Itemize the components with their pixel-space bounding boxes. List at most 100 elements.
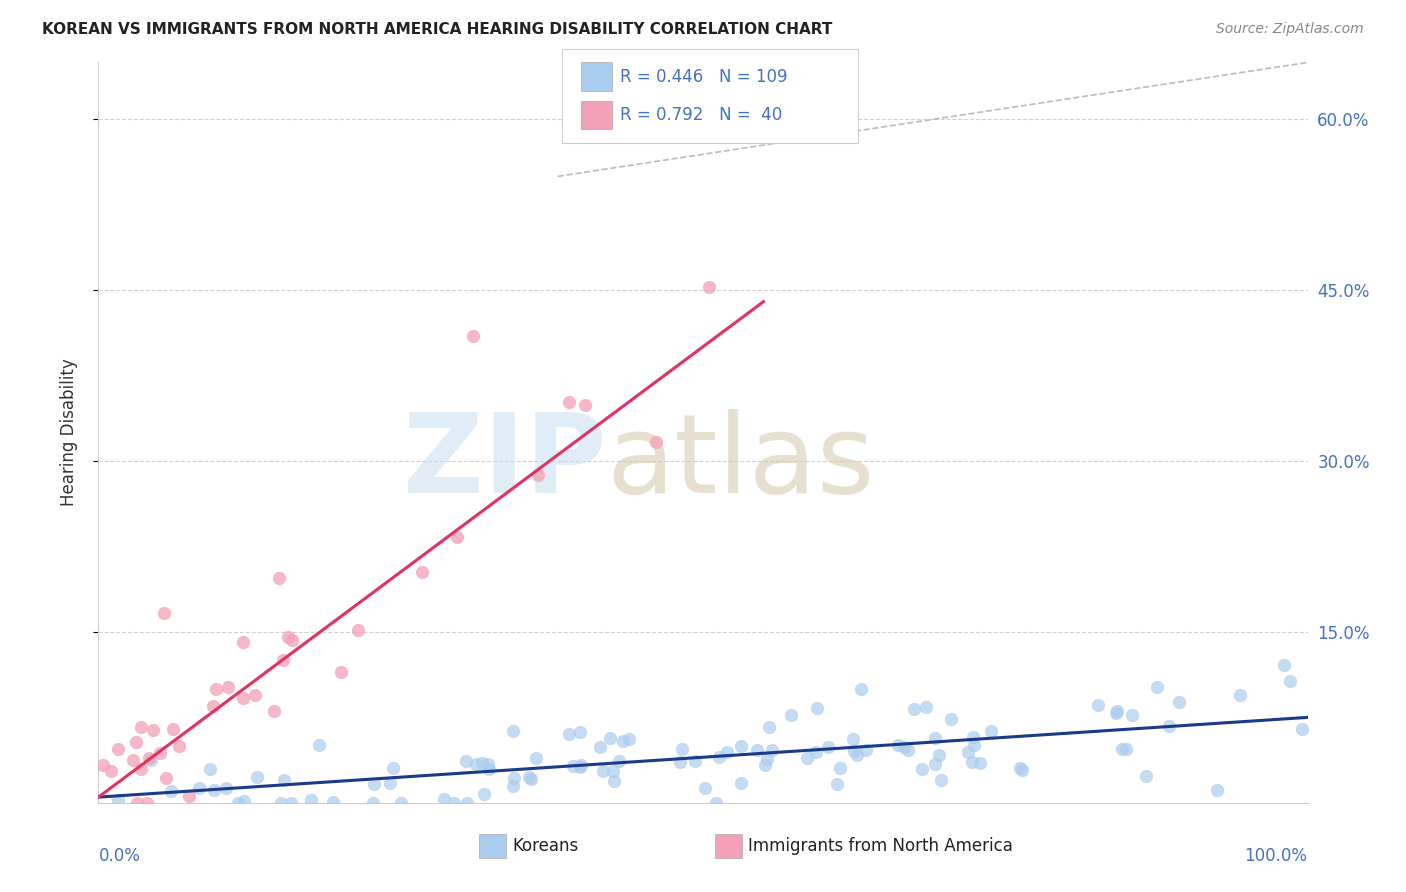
Point: [233, 794, 256, 808]
Bar: [479, 834, 506, 858]
Point: [91, 758, 114, 772]
Point: [716, 745, 738, 759]
Point: [155, 771, 177, 785]
Point: [855, 743, 877, 757]
Point: [125, 735, 148, 749]
Point: [929, 773, 952, 788]
Point: [107, 742, 129, 756]
Point: [179, 789, 201, 803]
Point: [1206, 783, 1229, 797]
Bar: [716, 834, 742, 858]
Point: [159, 784, 181, 798]
Point: [825, 777, 848, 791]
Point: [1167, 695, 1189, 709]
Point: [138, 750, 160, 764]
Point: [465, 757, 488, 772]
Point: [707, 750, 730, 764]
Point: [280, 796, 302, 810]
Point: [669, 755, 692, 769]
Point: [1121, 708, 1143, 723]
Point: [100, 764, 122, 779]
Point: [963, 738, 986, 752]
Point: [463, 328, 485, 343]
Point: [817, 739, 839, 754]
Point: [1010, 761, 1032, 775]
Text: Source: ZipAtlas.com: Source: ZipAtlas.com: [1216, 22, 1364, 37]
Point: [730, 739, 752, 754]
Point: [756, 752, 779, 766]
Point: [1279, 673, 1302, 688]
Point: [202, 783, 225, 797]
Point: [1135, 769, 1157, 783]
Point: [472, 788, 495, 802]
Point: [685, 754, 707, 768]
Point: [378, 776, 401, 790]
Point: [589, 740, 612, 755]
Point: [135, 796, 157, 810]
Point: [574, 398, 596, 412]
Text: ZIP: ZIP: [404, 409, 606, 516]
Point: [980, 724, 1002, 739]
Point: [903, 702, 925, 716]
Point: [939, 712, 962, 726]
Point: [1105, 705, 1128, 719]
Text: KOREAN VS IMMIGRANTS FROM NORTH AMERICA HEARING DISABILITY CORRELATION CHART: KOREAN VS IMMIGRANTS FROM NORTH AMERICA …: [42, 22, 832, 37]
Point: [796, 751, 818, 765]
Point: [569, 757, 592, 772]
Point: [205, 682, 228, 697]
Point: [361, 796, 384, 810]
Point: [1291, 723, 1313, 737]
Point: [232, 691, 254, 706]
Point: [215, 780, 238, 795]
Point: [695, 781, 717, 796]
Point: [149, 746, 172, 760]
Point: [322, 795, 344, 809]
Point: [747, 742, 769, 756]
Text: 100.0%: 100.0%: [1244, 847, 1308, 865]
Point: [957, 745, 980, 759]
Point: [1146, 680, 1168, 694]
Point: [139, 753, 162, 767]
Point: [558, 394, 581, 409]
Point: [107, 793, 129, 807]
Point: [271, 653, 294, 667]
Point: [232, 635, 254, 649]
Point: [524, 750, 547, 764]
Point: [602, 764, 624, 778]
Point: [477, 756, 499, 771]
Point: [267, 571, 290, 585]
Point: [202, 699, 225, 714]
Point: [456, 755, 478, 769]
Point: [644, 435, 666, 450]
Text: 0.0%: 0.0%: [98, 847, 141, 865]
Point: [924, 757, 946, 772]
Point: [382, 761, 405, 775]
Point: [127, 796, 149, 810]
Point: [704, 796, 727, 810]
Text: atlas: atlas: [606, 409, 875, 516]
Point: [456, 796, 478, 810]
Point: [730, 776, 752, 790]
Point: [609, 754, 631, 768]
Point: [845, 747, 868, 762]
Point: [1272, 658, 1295, 673]
Point: [612, 734, 634, 748]
Point: [519, 772, 541, 786]
Point: [502, 780, 524, 794]
Point: [471, 756, 494, 771]
Point: [561, 758, 583, 772]
Text: R = 0.446   N = 109: R = 0.446 N = 109: [620, 68, 787, 86]
Point: [924, 731, 946, 745]
Point: [842, 732, 865, 747]
Point: [697, 279, 720, 293]
Point: [308, 738, 330, 752]
Point: [167, 739, 190, 754]
Point: [142, 723, 165, 737]
Point: [502, 724, 524, 739]
Point: [911, 762, 934, 776]
Point: [1105, 706, 1128, 721]
Point: [517, 770, 540, 784]
Point: [411, 566, 433, 580]
Point: [188, 781, 211, 796]
Point: [928, 748, 950, 763]
